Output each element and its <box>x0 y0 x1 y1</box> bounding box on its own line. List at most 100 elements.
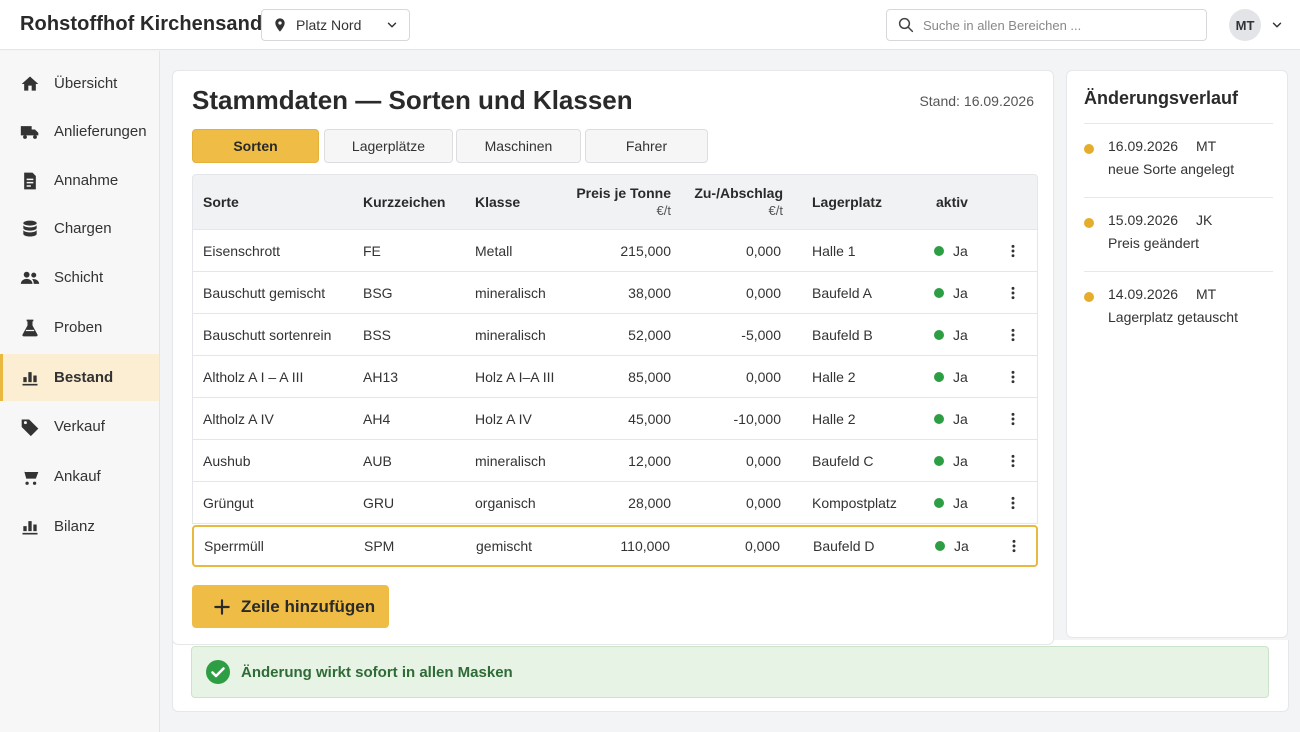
more-vertical-icon[interactable] <box>1005 243 1021 259</box>
location-select[interactable]: Platz Nord <box>261 9 410 41</box>
table-row[interactable]: Aushub AUB mineralisch 12,000 0,000 Baufeld C… <box>192 440 1038 482</box>
tab-sorten[interactable]: Sorten <box>192 129 319 163</box>
cell-sorte: Grüngut <box>203 494 254 511</box>
search-input[interactable] <box>923 17 1193 33</box>
more-vertical-icon[interactable] <box>1005 453 1021 469</box>
history-panel: Änderungsverlauf 16.09.2026 MT neue Sort… <box>1066 70 1288 638</box>
more-vertical-icon[interactable] <box>1005 327 1021 343</box>
sidebar-item-label: Annahme <box>54 172 119 189</box>
sidebar-item-label: Bilanz <box>54 518 95 535</box>
status-dot <box>934 497 944 508</box>
header-lagerplatz[interactable]: Lagerplatz <box>812 194 883 210</box>
cell-zuabschlag: 0,000 <box>745 242 781 259</box>
table-row[interactable]: Altholz A I – A III AH13 Holz A I–A III 85,… <box>192 356 1038 398</box>
cell-sorte: Altholz A I – A III <box>203 368 304 385</box>
cart-icon <box>20 469 39 485</box>
table-row[interactable]: Bauschutt gemischt BSG mineralisch 38,000 0,… <box>192 272 1038 314</box>
sidebar-item-ankauf[interactable]: Ankauf <box>0 453 159 500</box>
user-menu-chevron-icon[interactable] <box>1270 18 1284 32</box>
header-klasse[interactable]: Klasse <box>475 194 521 210</box>
people-icon <box>20 271 40 284</box>
stand-date: 16.09.2026 <box>963 93 1034 109</box>
history-user: MT <box>1196 138 1217 154</box>
cell-sorte: Altholz A IV <box>203 410 274 427</box>
page-title: Stammdaten — Sorten und Klassen <box>192 85 633 115</box>
cell-preis: 45,000 <box>628 410 671 427</box>
cell-aktiv: Ja <box>934 440 968 481</box>
cell-kurzzeichen: SPM <box>364 538 395 554</box>
header-aktiv[interactable]: aktiv <box>936 194 968 210</box>
divider <box>1084 197 1273 198</box>
more-vertical-icon[interactable] <box>1005 285 1021 301</box>
row-menu[interactable] <box>1005 356 1021 397</box>
cell-klasse: mineralisch <box>475 284 546 301</box>
header-preis-label: Preis je Tonne <box>576 185 671 201</box>
sidebar-item-label: Ankauf <box>54 468 101 485</box>
table-row[interactable]: Altholz A IV AH4 Holz A IV 45,000 -10,000 Hal… <box>192 398 1038 440</box>
cell-aktiv: Ja <box>935 527 969 565</box>
row-menu[interactable] <box>1005 398 1021 439</box>
cell-aktiv-label: Ja <box>953 410 968 427</box>
header-preis[interactable]: Preis je Tonne €/t <box>576 185 671 218</box>
sidebar-item-anlieferungen[interactable]: Anlieferungen <box>0 108 159 155</box>
row-menu[interactable] <box>1005 230 1021 271</box>
sidebar-item-verkauf[interactable]: Verkauf <box>0 403 159 450</box>
sorten-table: Sorte Kurzzeichen Klasse Preis je Tonne … <box>192 174 1038 567</box>
table-row[interactable]: Grüngut GRU organisch 28,000 0,000 Kompostpla… <box>192 482 1038 524</box>
row-menu[interactable] <box>1005 482 1021 523</box>
history-bullet <box>1084 292 1094 302</box>
tab-fahrer[interactable]: Fahrer <box>585 129 708 163</box>
check-circle-icon <box>206 660 230 684</box>
cell-zuabschlag: 0,000 <box>745 368 781 385</box>
table-row[interactable]: Sperrmüll SPM gemischt 110,000 0,000 Baufeld … <box>192 525 1038 567</box>
sidebar-item-bestand[interactable]: Bestand <box>0 354 159 401</box>
table-row[interactable]: Eisenschrott FE Metall 215,000 0,000 Halle 1 J… <box>192 230 1038 272</box>
more-vertical-icon[interactable] <box>1005 495 1021 511</box>
cell-aktiv-label: Ja <box>954 538 969 554</box>
header-zuabschlag[interactable]: Zu-/Abschlag €/t <box>694 185 783 218</box>
chevron-down-icon <box>387 22 397 28</box>
sidebar-item-label: Übersicht <box>54 75 118 92</box>
header-sorte[interactable]: Sorte <box>203 194 239 210</box>
cell-kurzzeichen: AH13 <box>363 368 399 385</box>
cell-preis: 85,000 <box>628 368 671 385</box>
row-menu[interactable] <box>1005 314 1021 355</box>
history-text: Lagerplatz getauscht <box>1108 309 1238 325</box>
cell-zuabschlag: 0,000 <box>745 284 781 301</box>
cell-kurzzeichen: BSS <box>363 326 392 343</box>
global-search[interactable] <box>886 9 1207 41</box>
cell-lagerplatz: Halle 1 <box>812 242 856 259</box>
history-title: Änderungsverlauf <box>1084 88 1239 108</box>
top-bar: Rohstoffhof Kirchensand Platz Nord MT <box>0 0 1300 50</box>
cell-aktiv: Ja <box>934 314 968 355</box>
divider <box>1084 271 1273 272</box>
cell-sorte: Eisenschrott <box>203 242 281 259</box>
sidebar-item-proben[interactable]: Proben <box>0 304 159 351</box>
user-avatar[interactable]: MT <box>1229 9 1261 41</box>
row-menu[interactable] <box>1005 272 1021 313</box>
more-vertical-icon[interactable] <box>1005 369 1021 385</box>
cell-zuabschlag: 0,000 <box>745 452 781 469</box>
row-menu[interactable] <box>1005 440 1021 481</box>
cell-klasse: Holz A I–A III <box>475 368 555 385</box>
header-kurzzeichen[interactable]: Kurzzeichen <box>363 194 446 210</box>
cell-aktiv: Ja <box>934 482 968 523</box>
more-vertical-icon[interactable] <box>1005 411 1021 427</box>
bar-chart-icon <box>22 520 38 534</box>
flask-icon <box>22 319 38 336</box>
more-vertical-icon[interactable] <box>1006 538 1022 554</box>
tab-maschinen[interactable]: Maschinen <box>456 129 581 163</box>
sidebar-item-annahme[interactable]: Annahme <box>0 157 159 204</box>
sidebar-item-chargen[interactable]: Chargen <box>0 205 159 252</box>
row-menu[interactable] <box>1006 527 1022 565</box>
tab-lagerplaetze[interactable]: Lagerplätze <box>324 129 453 163</box>
sidebar-item-schicht[interactable]: Schicht <box>0 254 159 301</box>
table-row[interactable]: Bauschutt sortenrein BSS mineralisch 52,000… <box>192 314 1038 356</box>
sidebar-item-uebersicht[interactable]: Übersicht <box>0 60 159 107</box>
add-row-button[interactable]: Zeile hinzufügen <box>192 585 389 628</box>
cell-aktiv: Ja <box>934 356 968 397</box>
home-icon <box>21 76 39 91</box>
sidebar-item-bilanz[interactable]: Bilanz <box>0 503 159 550</box>
cell-preis: 110,000 <box>620 538 670 554</box>
history-date: 14.09.2026 <box>1108 286 1179 302</box>
